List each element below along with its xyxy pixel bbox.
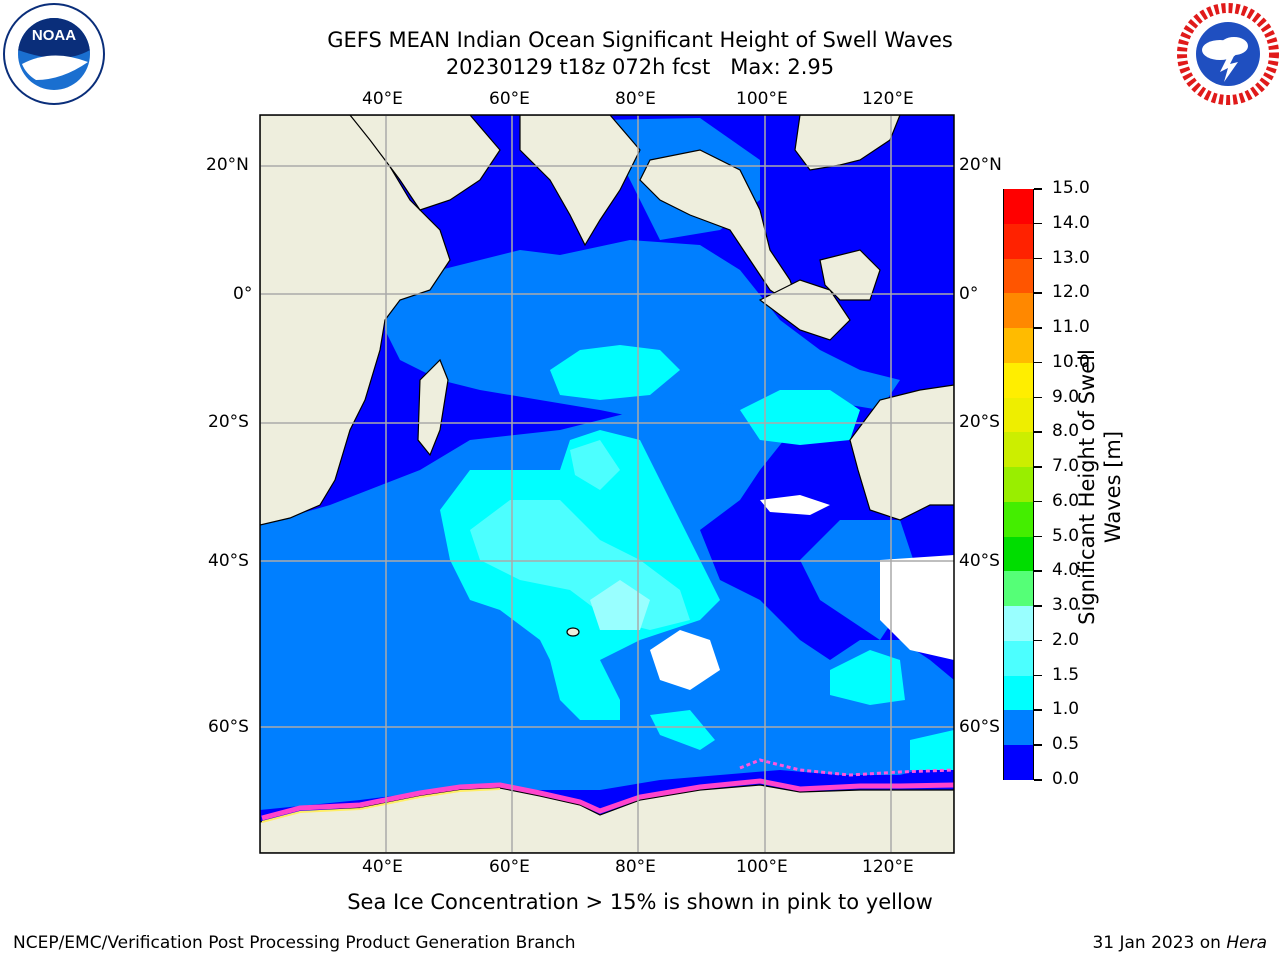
lon-label-top: 40°E [362, 89, 403, 109]
colorbar-segment [1004, 292, 1033, 329]
colorbar-tick-label: 9.0 [1052, 386, 1080, 407]
colorbar-label-line1: Significant Height of Swell [1075, 349, 1099, 625]
lon-label-bottom: 40°E [362, 857, 403, 877]
colorbar-tick-mark [1034, 396, 1042, 399]
map-frame [259, 114, 955, 854]
colorbar-segment [1004, 675, 1033, 711]
colorbar-tick-mark [1034, 639, 1042, 642]
colorbar-segment [1004, 466, 1033, 502]
colorbar-tick-mark [1034, 361, 1042, 364]
chart-title: GEFS MEAN Indian Ocean Significant Heigh… [327, 28, 953, 52]
colorbar-segment [1004, 640, 1033, 676]
lon-label-top: 60°E [489, 89, 530, 109]
colorbar-tick-label: 0.5 [1052, 734, 1080, 755]
colorbar-tick-mark [1034, 674, 1042, 677]
colorbar-tick-label: 6.0 [1052, 490, 1080, 511]
colorbar-tick-mark [1034, 570, 1042, 572]
colorbar-segment [1004, 536, 1033, 572]
colorbar-tick-mark [1034, 431, 1042, 433]
lat-label-right: 20°S [959, 412, 1000, 432]
colorbar-tick-label: 15.0 [1052, 178, 1090, 198]
chart-subtitle: 20230129 t18z 072h fcst Max: 2.95 [445, 55, 835, 79]
lon-label-bottom: 120°E [862, 857, 914, 877]
colorbar-tick-label: 7.0 [1052, 456, 1080, 477]
lon-label-bottom: 80°E [615, 857, 656, 877]
lon-label-bottom: 100°E [736, 857, 788, 877]
colorbar-tick-mark [1034, 188, 1042, 190]
colorbar-tick-label: 3.0 [1052, 595, 1080, 616]
colorbar-tick-label: 14.0 [1052, 212, 1090, 233]
colorbar-tick-mark [1034, 605, 1042, 607]
nws-logo [1177, 3, 1279, 105]
colorbar-segment [1004, 744, 1033, 780]
colorbar-tick-mark [1034, 500, 1042, 503]
colorbar-tick-mark [1034, 466, 1042, 468]
colorbar-tick-label: 13.0 [1052, 247, 1090, 268]
colorbar-tick-label: 2.0 [1052, 629, 1080, 650]
lon-label-top: 80°E [615, 89, 656, 109]
machine-name: Hera [1226, 933, 1267, 953]
producer-credit: NCEP/EMC/Verification Post Processing Pr… [13, 933, 576, 953]
lat-label-left: 40°S [208, 551, 249, 571]
colorbar-tick-mark [1034, 709, 1042, 711]
swell-2-3m-region [590, 580, 650, 630]
no-data-patches [650, 495, 954, 690]
colorbar-tick-label: 1.0 [1052, 699, 1080, 720]
lat-label-left: 20°S [208, 412, 249, 432]
colorbar-tick-mark [1034, 257, 1042, 260]
colorbar-tick-mark [1034, 779, 1042, 781]
colorbar [1003, 188, 1034, 780]
colorbar-tick-label: 1.5 [1052, 664, 1080, 685]
lat-label-right: 20°N [959, 155, 1002, 175]
colorbar-tick-mark [1034, 222, 1042, 225]
colorbar-segment [1004, 605, 1033, 641]
run-date-text: 31 Jan 2023 on [1092, 933, 1221, 953]
colorbar-tick-label: 12.0 [1052, 282, 1090, 303]
colorbar-segment [1004, 397, 1033, 433]
colorbar-segment [1004, 431, 1033, 468]
graticule [260, 115, 954, 853]
lon-label-bottom: 60°E [489, 857, 530, 877]
colorbar-tick-mark [1034, 535, 1042, 538]
colorbar-tick-label: 11.0 [1052, 317, 1090, 338]
colorbar-segment [1004, 362, 1033, 398]
lon-label-top: 100°E [736, 89, 788, 109]
colorbar-tick-mark [1034, 327, 1042, 329]
colorbar-segment [1004, 223, 1033, 259]
lon-label-top: 120°E [862, 89, 914, 109]
colorbar-segment [1004, 327, 1033, 363]
colorbar-tick-label: 0.0 [1052, 769, 1080, 789]
lat-label-left: 60°S [208, 717, 249, 737]
noaa-logo: NOAA [3, 3, 105, 105]
lat-label-right: 0° [959, 284, 979, 304]
lat-label-left: 0° [233, 284, 253, 304]
colorbar-label-line2: Waves [m] [1101, 430, 1125, 544]
colorbar-tick-mark [1034, 292, 1042, 294]
lat-label-left: 20°N [206, 155, 249, 175]
colorbar-tick-mark [1034, 744, 1042, 746]
sea-ice-edge [261, 758, 954, 823]
colorbar-segment [1004, 258, 1033, 294]
colorbar-segment [1004, 501, 1033, 537]
colorbar-segment [1004, 709, 1033, 746]
colorbar-tick-label: 8.0 [1052, 421, 1080, 442]
colorbar-tick-label: 4.0 [1052, 560, 1080, 581]
noaa-logo-text: NOAA [32, 27, 76, 44]
colorbar-tick-label: 5.0 [1052, 525, 1080, 546]
sea-ice-note: Sea Ice Concentration > 15% is shown in … [347, 890, 933, 914]
run-date: 31 Jan 2023 on Hera [1092, 933, 1267, 953]
colorbar-segment [1004, 188, 1033, 224]
lat-label-right: 40°S [959, 551, 1000, 571]
lat-label-right: 60°S [959, 717, 1000, 737]
colorbar-tick-label: 10.0 [1052, 351, 1090, 372]
colorbar-segment [1004, 570, 1033, 607]
